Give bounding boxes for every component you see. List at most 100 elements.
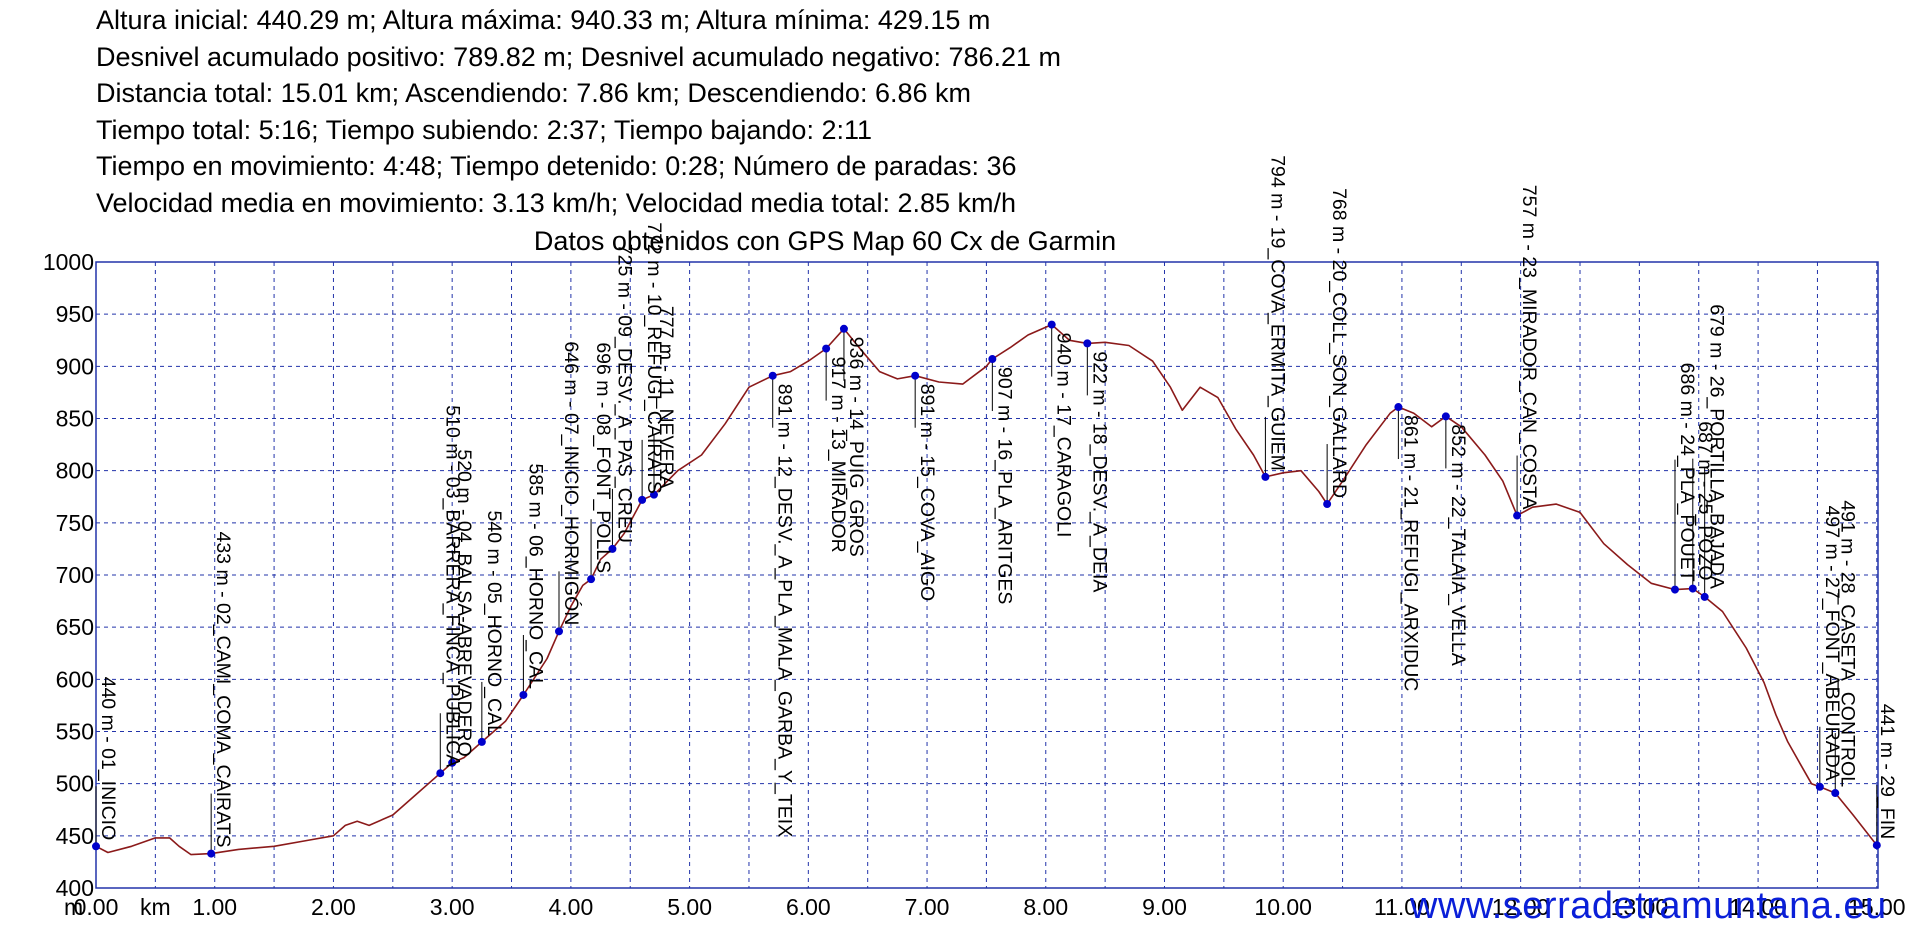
elevation-profile-line — [95, 323, 1878, 856]
stat-distance: Distancia total: 15.01 km; Ascendiendo: … — [96, 78, 971, 108]
waypoint-label-3: 510 m - 03_BARRERA_FINCA_PUBLICA — [441, 405, 463, 767]
waypoint-label-8: 696 m - 08_FONT_POLLS — [592, 342, 614, 573]
waypoint-label-10: 772 m - 10_REFUGI_CAIRATS — [643, 222, 665, 494]
waypoint-dot-27 — [1815, 782, 1824, 791]
y-tick-label-750: 750 — [56, 510, 94, 536]
waypoint-label-19: 794 m - 19_COVA_ERMITA_GUIEM — [1266, 155, 1288, 471]
y-tick-label-1000: 1000 — [43, 249, 94, 275]
y-tick-label-900: 900 — [56, 353, 94, 379]
y-tick-label-600: 600 — [56, 666, 94, 692]
y-tick-label-500: 500 — [56, 771, 94, 797]
x-unit-suffix: km — [140, 894, 171, 920]
waypoint-label-18: 922 m - 18_DESV._A_DEIA — [1088, 351, 1110, 592]
y-tick-label-650: 650 — [56, 614, 94, 640]
x-tick-label-10: 10.00 — [1254, 894, 1312, 920]
waypoint-label-15: 891 m - 15_COVA_AIGO — [916, 384, 938, 601]
waypoint-dot-18 — [1083, 339, 1092, 348]
waypoint-dot-3 — [436, 769, 445, 778]
y-tick-label-950: 950 — [56, 301, 94, 327]
waypoint-dot-17 — [1047, 320, 1056, 329]
stat-speeds: Velocidad media en movimiento: 3.13 km/h… — [96, 187, 1017, 218]
waypoint-dot-26 — [1700, 592, 1709, 601]
y-tick-label-700: 700 — [56, 562, 94, 588]
y-tick-label-550: 550 — [56, 719, 94, 745]
x-tick-label-2: 2.00 — [311, 894, 356, 920]
stat-elevation-gain: Desnivel acumulado positivo: 789.82 m; D… — [96, 41, 1062, 72]
route-statistics: Altura inicial: 440.29 m; Altura máxima:… — [96, 2, 1061, 221]
waypoint-dot-29 — [1872, 841, 1881, 850]
waypoint-dot-7 — [555, 627, 564, 636]
waypoint-dot-2 — [207, 849, 216, 858]
chart-source-note: Datos obtenidos con GPS Map 60 Cx de Gar… — [533, 226, 1117, 256]
waypoint-dot-21 — [1394, 403, 1403, 412]
waypoint-label-25: 687 m - 25_POZO — [1694, 421, 1716, 580]
x-tick-label-5: 5.00 — [667, 894, 712, 920]
plot-area-frame — [95, 261, 1879, 889]
x-unit-label: m — [64, 894, 83, 920]
y-axis: 400 450 500 550 600 650 700 750 800 850 900 950 1000 — [43, 249, 94, 901]
waypoint-label-22: 852 m - 22_TALAIA_VELLA — [1447, 424, 1469, 665]
waypoint-label-14: 936 m - 14_PUIG_GROS — [845, 337, 867, 557]
stat-altitudes: Altura inicial: 440.29 m; Altura máxima:… — [96, 5, 991, 35]
waypoint-label-1: 440 m - 01_INICIO — [97, 677, 119, 841]
stat-moving-time: Tiempo en movimiento: 4:48; Tiempo deten… — [96, 151, 1017, 181]
waypoint-dot-1 — [92, 842, 100, 851]
y-tick-label-850: 850 — [56, 406, 94, 432]
waypoint-dot-20 — [1323, 500, 1332, 509]
waypoint-dot-12 — [768, 371, 777, 380]
x-tick-label-4: 4.00 — [549, 894, 594, 920]
waypoint-label-9: 725 m - 09_DESV._A_PAS_CREU — [613, 244, 635, 543]
waypoint-dot-9 — [608, 544, 617, 553]
x-tick-label-12: 12.00 — [1492, 894, 1550, 920]
waypoint-dot-23 — [1513, 511, 1522, 520]
waypoint-dot-19 — [1261, 472, 1270, 481]
waypoint-label-12: 891 m - 12_DESV._A_PLA_MALA_GARBA_Y_TEIX — [774, 384, 796, 837]
y-tick-label-400: 400 — [56, 875, 94, 901]
x-tick-label-0: 0.00 — [74, 894, 119, 920]
waypoint-label-23: 757 m - 23_MIRADOR_CAN_COSTA — [1518, 185, 1540, 510]
x-tick-label-14: 14.00 — [1729, 894, 1787, 920]
waypoint-dot-6 — [519, 690, 528, 699]
waypoint-label-27: 497 m - 27_FONT_ABEURADA — [1821, 506, 1843, 781]
waypoint-label-16: 907 m - 16_PLA_ARITGES — [993, 367, 1015, 604]
waypoint-label-24: 686 m - 24_PLA_POUET — [1676, 363, 1698, 582]
waypoint-label-4: 520 m - 04_BALSA-ABREVADERO — [453, 449, 475, 756]
waypoint-label-6: 585 m - 06_HORNO_CAL — [524, 464, 546, 690]
x-tick-label-8: 8.00 — [1023, 894, 1068, 920]
waypoint-dot-10 — [638, 495, 647, 504]
waypoint-labels: 440 m - 01_INICIO 433 m - 02_CAMI_COMA_CA… — [97, 155, 1898, 847]
waypoint-dot-13 — [822, 344, 831, 353]
chart-grid — [96, 261, 1878, 889]
waypoint-dot-25 — [1688, 584, 1697, 593]
waypoint-dot-28 — [1831, 789, 1840, 798]
waypoint-dot-24 — [1670, 585, 1679, 594]
x-tick-label-15: 15.00 — [1848, 894, 1906, 920]
x-tick-label-13: 13.00 — [1611, 894, 1669, 920]
waypoint-dot-8 — [587, 575, 596, 584]
stat-times: Tiempo total: 5:16; Tiempo subiendo: 2:3… — [96, 114, 872, 145]
y-tick-label-450: 450 — [56, 823, 94, 849]
waypoint-label-11: 777 m - 11_NEVERA — [655, 306, 677, 489]
waypoint-dot-15 — [911, 371, 920, 380]
x-tick-label-11: 11.00 — [1374, 894, 1430, 920]
waypoint-label-26: 679 m - 26_PORTILLA_BAJADA — [1706, 304, 1728, 589]
x-tick-label-1: 1.00 — [192, 894, 237, 920]
waypoint-label-28: 491 m - 28_CASETA_CONTROL — [1836, 500, 1858, 787]
waypoint-label-20: 768 m - 20_COLL_SON_GALLARD — [1328, 188, 1350, 498]
waypoint-label-13: 917 m - 13_MIRADOR — [827, 357, 849, 553]
waypoint-label-21: 861 m - 21_REFUGI_ARXIDUC — [1399, 415, 1421, 691]
waypoint-markers — [92, 320, 1881, 858]
waypoint-dot-16 — [988, 355, 997, 364]
x-tick-label-3: 3.00 — [430, 894, 475, 920]
y-tick-label-800: 800 — [56, 458, 94, 484]
x-tick-label-6: 6.00 — [786, 894, 831, 920]
waypoint-label-29: 441 m - 29_FIN — [1876, 704, 1898, 839]
waypoint-label-5: 540 m - 05_HORNO_CAL — [483, 511, 505, 737]
waypoint-dot-22 — [1441, 412, 1450, 421]
waypoint-label-2: 433 m - 02_CAMI_COMA_CAIRATS — [212, 531, 234, 847]
website-watermark[interactable]: www.serradetramuntana.eu — [1410, 885, 1887, 927]
waypoint-dot-14 — [839, 324, 848, 333]
x-tick-label-7: 7.00 — [905, 894, 950, 920]
waypoint-dot-4 — [448, 758, 457, 767]
